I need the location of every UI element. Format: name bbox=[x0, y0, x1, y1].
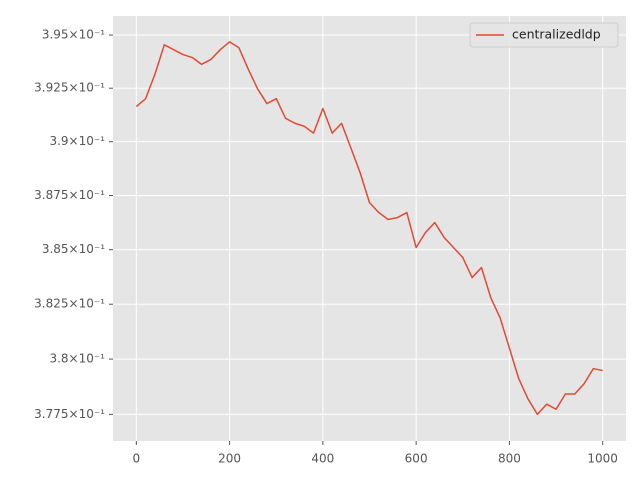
y-tick-label: 3.85×10⁻¹ bbox=[42, 242, 105, 256]
x-tick-label: 1000 bbox=[587, 452, 618, 466]
y-tick-label: 3.9×10⁻¹ bbox=[49, 134, 105, 148]
x-tick-label: 200 bbox=[218, 452, 241, 466]
plot-area bbox=[113, 16, 626, 441]
line bbox=[135, 41, 603, 416]
y-tick-label: 3.825×10⁻¹ bbox=[34, 297, 105, 311]
y-tick-label: 3.925×10⁻¹ bbox=[34, 81, 105, 95]
legend-label: centralizedldp bbox=[512, 27, 601, 42]
y-tick-label: 3.8×10⁻¹ bbox=[49, 352, 105, 366]
y-tick-label: 3.875×10⁻¹ bbox=[34, 188, 105, 202]
legend bbox=[469, 22, 619, 48]
x-tick-label: 0 bbox=[132, 452, 140, 466]
x-tick-label: 800 bbox=[498, 452, 521, 466]
x-tick-label: 400 bbox=[311, 452, 334, 466]
x-tick-label: 600 bbox=[405, 452, 428, 466]
y-tick-label: 3.775×10⁻¹ bbox=[34, 407, 105, 421]
y-tick-label: 3.95×10⁻¹ bbox=[42, 28, 105, 42]
